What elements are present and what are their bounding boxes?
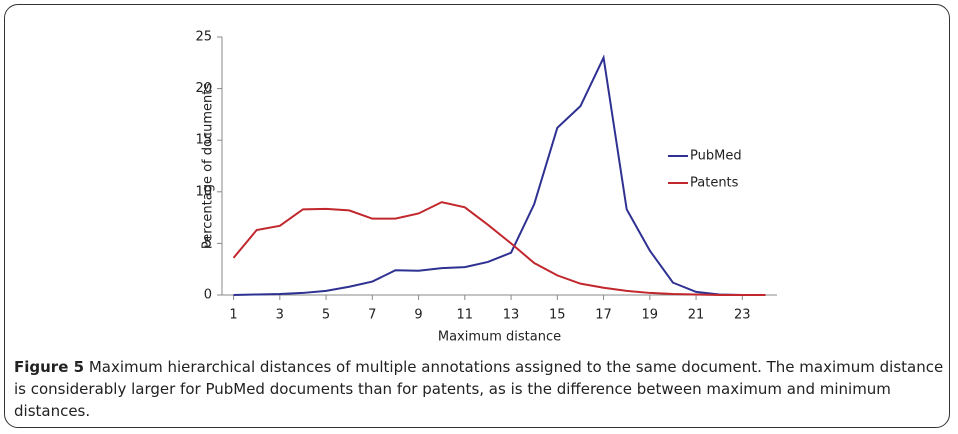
x-tick-label: 19 (642, 308, 659, 323)
y-tick-label: 20 (195, 81, 212, 96)
legend-label: Patents (690, 176, 739, 191)
y-tick-label: 15 (195, 133, 212, 148)
line-series (233, 54, 766, 296)
y-tick-label: 0 (204, 288, 212, 303)
caption-text: Maximum hierarchical distances of multip… (14, 358, 944, 420)
x-tick-label: 17 (595, 308, 612, 323)
x-tick-label: 5 (322, 308, 330, 323)
line-series (232, 201, 766, 296)
x-tick-label: 21 (688, 308, 705, 323)
x-tick-label: 3 (276, 308, 284, 323)
legend-label: PubMed (690, 149, 742, 164)
caption: Figure 5 Maximum hierarchical distances … (14, 356, 944, 422)
x-tick-label: 7 (368, 308, 376, 323)
x-tick-label: 11 (457, 308, 474, 323)
x-tick-label: 9 (414, 308, 422, 323)
x-tick-label: 23 (734, 308, 751, 323)
x-axis-label: Maximum distance (438, 330, 561, 345)
caption-label: Figure 5 (14, 358, 85, 376)
x-tick-label: 1 (229, 308, 237, 323)
y-tick-label: 10 (195, 184, 212, 199)
y-tick-label: 25 (195, 30, 212, 45)
y-axis-label: Percentage of documents (201, 83, 216, 250)
y-tick-label: 5 (204, 236, 212, 251)
figure-frame (4, 4, 950, 428)
x-tick-label: 13 (503, 308, 520, 323)
x-tick-label: 15 (549, 308, 566, 323)
